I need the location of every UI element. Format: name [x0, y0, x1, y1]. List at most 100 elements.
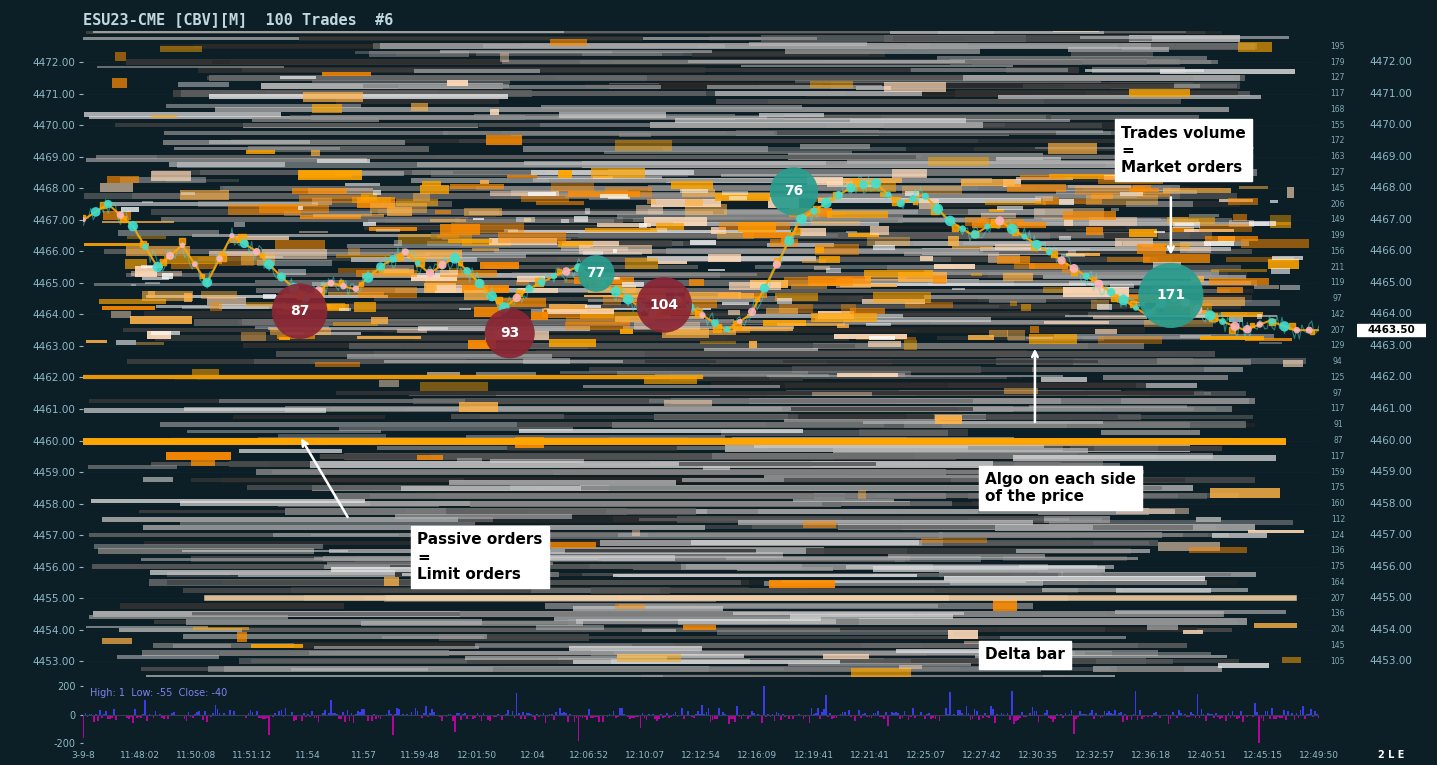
Bar [435, 210, 451, 214]
Bar [474, 307, 502, 317]
Bar [596, 715, 598, 717]
Bar [162, 273, 172, 279]
Point [195, 276, 218, 288]
Bar [356, 711, 359, 715]
Bar [627, 715, 629, 718]
Bar [565, 194, 1137, 198]
Bar [928, 157, 989, 166]
Bar [1049, 174, 1118, 179]
Bar [1017, 715, 1019, 721]
Bar [299, 36, 642, 41]
Point [448, 257, 471, 269]
Bar [767, 243, 835, 246]
Bar [142, 291, 193, 301]
Bar [421, 185, 448, 194]
Bar [951, 477, 1092, 482]
Bar [739, 320, 1177, 325]
Bar [490, 109, 499, 116]
Bar [1079, 711, 1081, 715]
Bar [305, 595, 1068, 601]
Bar [500, 53, 509, 62]
Bar [533, 178, 806, 182]
Bar [793, 500, 894, 502]
Bar [546, 486, 1163, 490]
Bar [1121, 712, 1122, 715]
Bar [440, 270, 497, 276]
Bar [385, 216, 496, 223]
Bar [583, 385, 779, 388]
Bar [990, 706, 992, 715]
Bar [221, 715, 223, 716]
Bar [451, 223, 525, 233]
Bar [684, 619, 769, 625]
Bar [677, 715, 678, 717]
Point [654, 300, 677, 312]
Bar [1219, 715, 1221, 719]
Bar [957, 304, 1022, 308]
Bar [1007, 713, 1009, 715]
Bar [1267, 259, 1299, 269]
Text: 4468.00: 4468.00 [1369, 184, 1413, 194]
Bar [466, 435, 726, 438]
Bar [707, 708, 710, 715]
Bar [858, 709, 859, 715]
Bar [247, 713, 249, 715]
Bar [523, 146, 767, 151]
Bar [743, 714, 744, 715]
Bar [364, 708, 365, 715]
Bar [167, 580, 749, 585]
Bar [542, 308, 614, 318]
Bar [115, 123, 540, 127]
Bar [1102, 715, 1104, 717]
Bar [688, 60, 966, 63]
Bar [285, 332, 305, 335]
Bar [1121, 398, 1249, 405]
Bar [783, 580, 1026, 583]
Bar [507, 445, 677, 451]
Bar [1145, 715, 1147, 716]
Bar [1129, 229, 1157, 236]
Bar [559, 112, 665, 118]
Text: 124: 124 [1331, 531, 1345, 539]
Bar [934, 264, 976, 269]
Bar [647, 200, 655, 204]
Bar [1016, 650, 1112, 656]
Bar [1106, 60, 1178, 64]
Bar [1288, 711, 1289, 715]
Point [726, 319, 749, 331]
Bar [411, 177, 992, 183]
Point [740, 306, 763, 318]
Point [805, 203, 828, 215]
Bar [858, 490, 867, 500]
Point [766, 259, 789, 271]
Bar [165, 104, 361, 108]
Text: 155: 155 [1331, 121, 1345, 130]
Bar [254, 280, 1015, 286]
Bar [1122, 715, 1124, 721]
Bar [526, 713, 527, 715]
Bar [384, 595, 716, 601]
Bar [134, 709, 135, 715]
Bar [1066, 253, 1099, 256]
Bar [1029, 263, 1068, 269]
Bar [434, 155, 657, 158]
Bar [736, 130, 878, 135]
Bar [608, 197, 631, 200]
Bar [879, 192, 888, 197]
Bar [614, 516, 733, 522]
Bar [1226, 257, 1293, 262]
Text: 211: 211 [1331, 262, 1345, 272]
Bar [829, 249, 907, 253]
Bar [1115, 238, 1152, 247]
Bar [750, 280, 787, 288]
Bar [948, 692, 951, 715]
Text: 4457.00: 4457.00 [1369, 530, 1413, 540]
Bar [616, 214, 822, 219]
Bar [572, 44, 931, 49]
Bar [747, 715, 749, 718]
Bar [1086, 227, 1102, 235]
Bar [647, 314, 671, 319]
Bar [687, 711, 688, 715]
Bar [532, 309, 545, 312]
Bar [246, 301, 286, 307]
